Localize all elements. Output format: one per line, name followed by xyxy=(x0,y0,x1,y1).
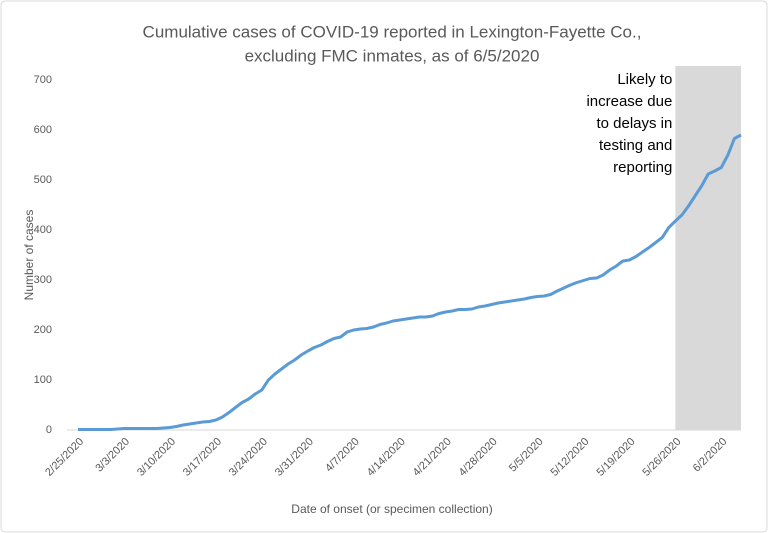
shaded-region xyxy=(675,66,741,430)
annotation: Likely to xyxy=(617,71,672,88)
y-tick-label: 0 xyxy=(46,424,52,436)
annotation: increase due xyxy=(586,93,672,110)
annotation: reporting xyxy=(613,159,672,176)
y-tick-label: 100 xyxy=(34,374,52,386)
y-tick-label: 500 xyxy=(34,174,52,186)
x-axis-label: Date of onset (or specimen collection) xyxy=(291,502,492,516)
y-tick-label: 200 xyxy=(34,324,52,336)
y-tick-label: 600 xyxy=(34,124,52,136)
annotation: to delays in xyxy=(596,115,672,132)
chart-title: Cumulative cases of COVID-19 reported in… xyxy=(143,22,642,41)
chart-title: excluding FMC inmates, as of 6/5/2020 xyxy=(245,46,540,65)
y-axis-label: Number of cases xyxy=(22,210,36,301)
y-tick-label: 400 xyxy=(34,224,52,236)
y-tick-label: 700 xyxy=(34,74,52,86)
data-line xyxy=(78,133,742,431)
y-tick-label: 300 xyxy=(34,274,52,286)
annotation: testing and xyxy=(599,137,672,154)
